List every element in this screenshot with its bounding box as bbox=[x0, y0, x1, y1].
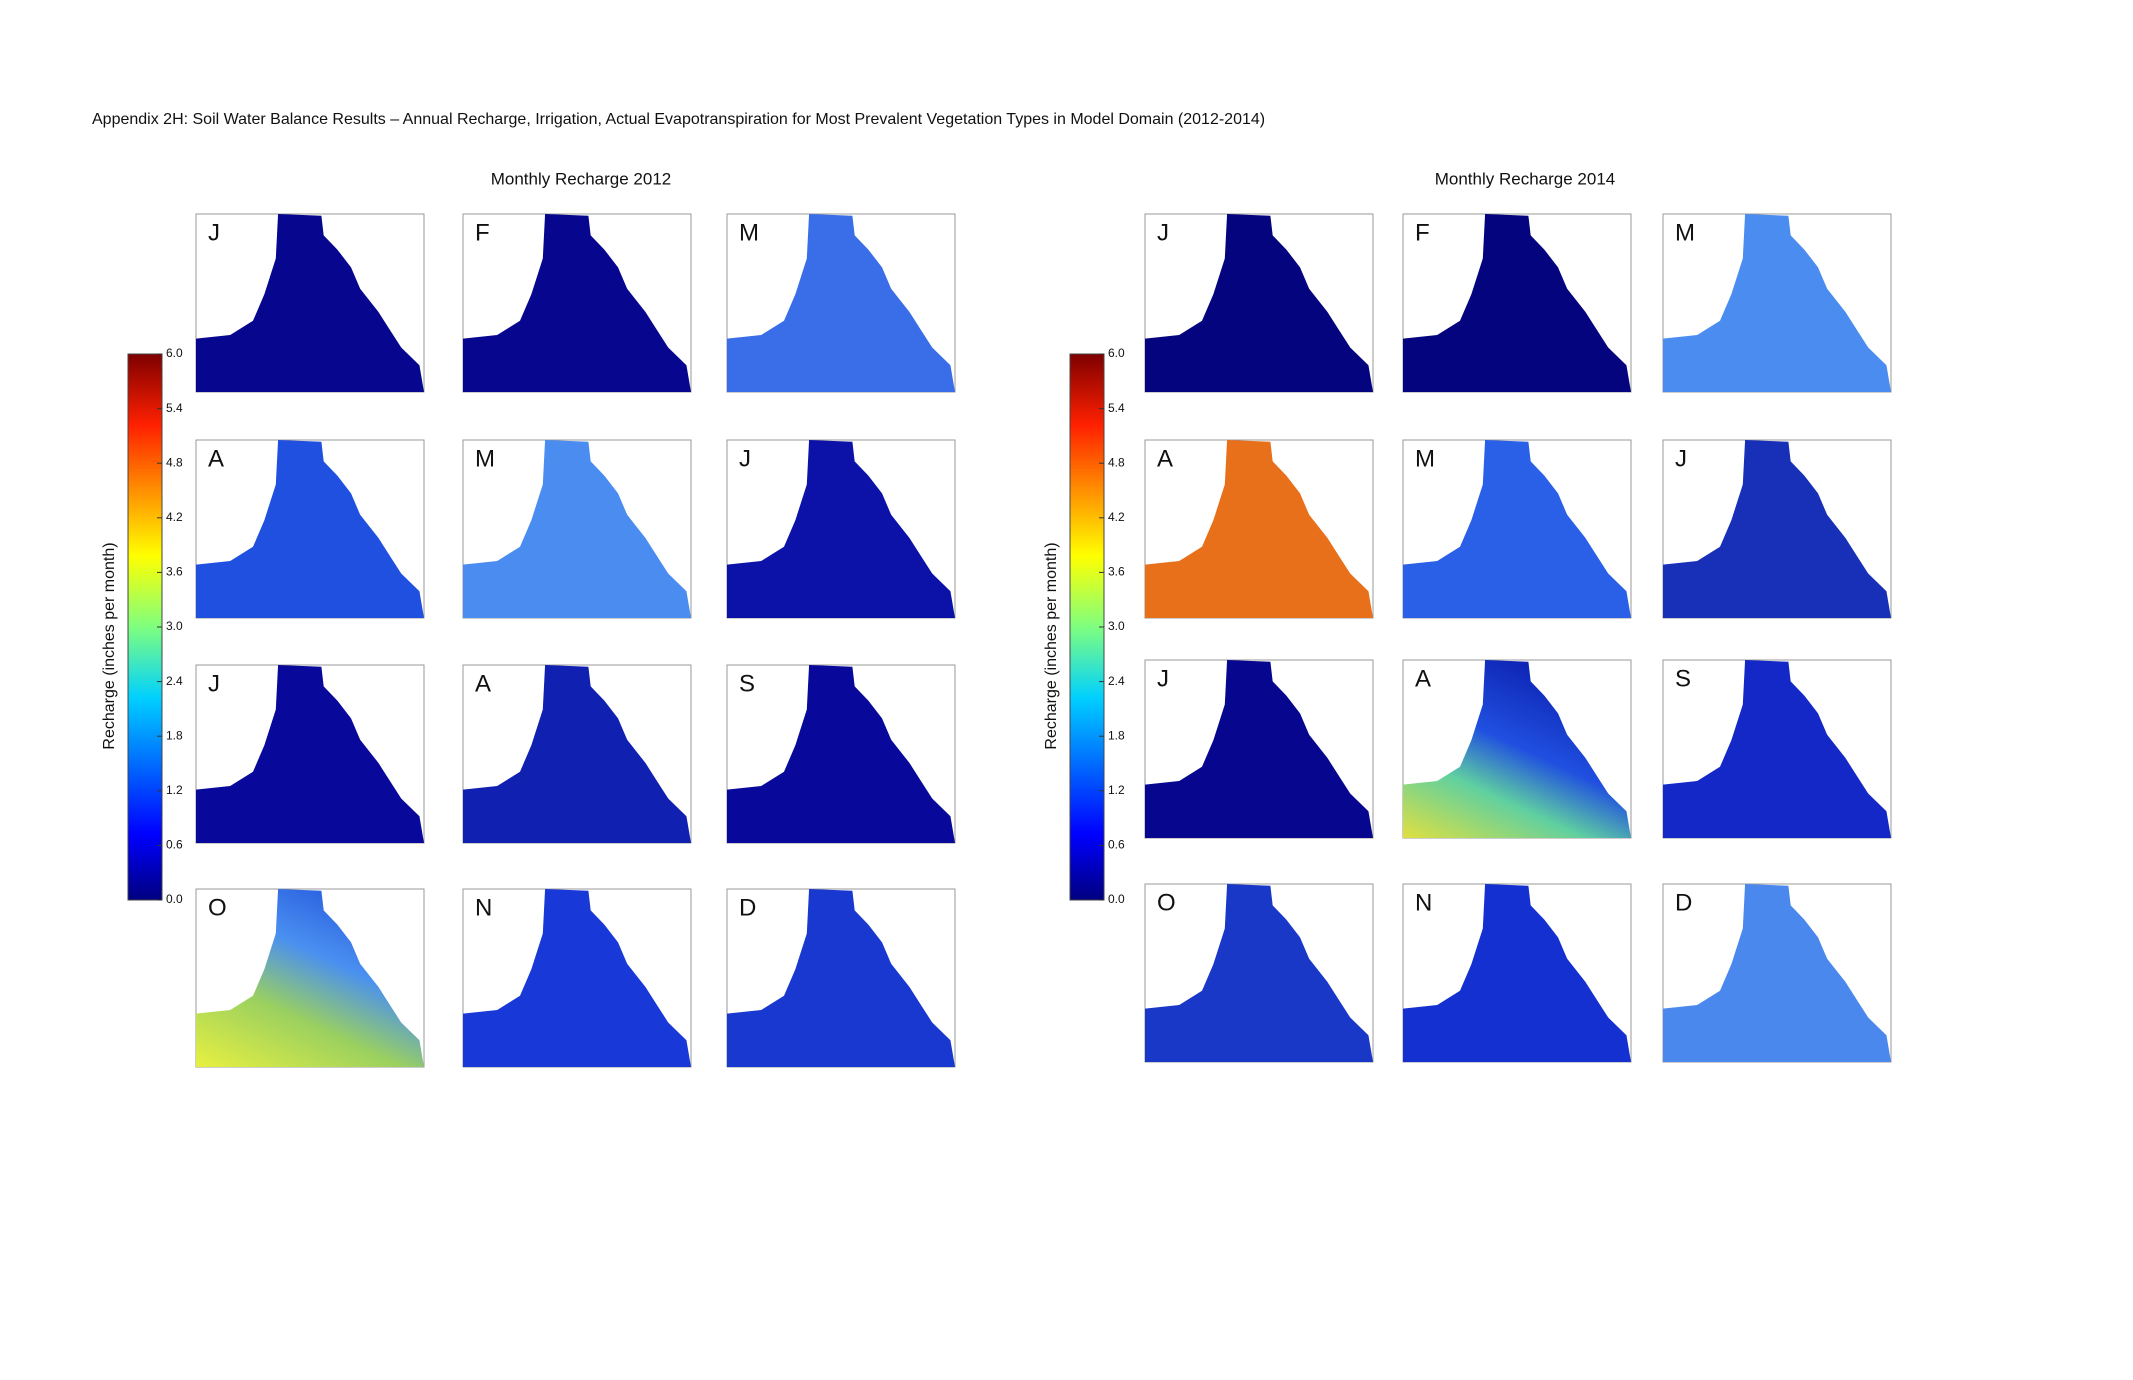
panel-letter: J bbox=[1157, 219, 1169, 246]
colorbar-tick-label: 2.4 bbox=[166, 674, 183, 688]
panel-letter: J bbox=[1675, 445, 1687, 472]
colorbar-tick-label: 3.6 bbox=[166, 565, 183, 579]
colorbar-tick-label: 1.8 bbox=[166, 728, 183, 742]
map-area bbox=[1663, 440, 1891, 618]
colorbar-tick-label: 4.8 bbox=[1108, 455, 1125, 469]
map-area bbox=[1663, 214, 1891, 392]
panel-letter: D bbox=[1675, 889, 1692, 916]
map-area bbox=[196, 665, 424, 843]
panel-letter: F bbox=[1415, 219, 1430, 246]
colorbar-tick-label: 3.0 bbox=[166, 619, 183, 633]
colorbar-tick-label: 0.0 bbox=[166, 892, 183, 906]
colorbar-tick-label: 0.0 bbox=[1108, 892, 1125, 906]
panel-letter: D bbox=[739, 894, 756, 921]
group-heading: Monthly Recharge 2012 bbox=[491, 169, 672, 188]
panel-letter: M bbox=[1415, 445, 1435, 472]
map-area bbox=[1403, 440, 1631, 618]
colorbar-tick-label: 4.8 bbox=[166, 455, 183, 469]
panel-letter: N bbox=[1415, 889, 1432, 916]
colorbar bbox=[1069, 353, 1105, 901]
colorbar-tick-label: 1.2 bbox=[166, 783, 183, 797]
map-area bbox=[727, 214, 955, 392]
map-area bbox=[1663, 660, 1891, 838]
map-area bbox=[1145, 214, 1373, 392]
colorbar bbox=[127, 353, 163, 901]
colorbar-tick-label: 3.6 bbox=[1108, 565, 1125, 579]
map-area bbox=[727, 665, 955, 843]
panel-letter: A bbox=[208, 445, 224, 472]
panel-letter: A bbox=[475, 670, 491, 697]
colorbar-tick-label: 0.6 bbox=[166, 838, 183, 852]
map-area bbox=[196, 440, 424, 618]
panel-letter: M bbox=[475, 445, 495, 472]
group-heading: Monthly Recharge 2014 bbox=[1435, 169, 1616, 188]
panel-letter: F bbox=[475, 219, 490, 246]
colorbar-label: Recharge (inches per month) bbox=[101, 542, 118, 749]
colorbar-tick-label: 5.4 bbox=[1108, 401, 1125, 415]
panel-letter: O bbox=[1157, 889, 1176, 916]
map-area bbox=[196, 214, 424, 392]
panel-letter: O bbox=[208, 894, 227, 921]
colorbar-tick-label: 4.2 bbox=[166, 510, 183, 524]
panel-letter: A bbox=[1157, 445, 1173, 472]
colorbar-tick-label: 0.6 bbox=[1108, 838, 1125, 852]
panel-letter: A bbox=[1415, 665, 1431, 692]
panel-letter: S bbox=[739, 670, 755, 697]
map-area bbox=[1145, 440, 1373, 618]
colorbar-tick-label: 5.4 bbox=[166, 401, 183, 415]
colorbar-label: Recharge (inches per month) bbox=[1043, 542, 1060, 749]
map-area bbox=[463, 889, 691, 1067]
map-area bbox=[463, 214, 691, 392]
map-area bbox=[1145, 660, 1373, 838]
panel-letter: J bbox=[208, 219, 220, 246]
colorbar-tick-label: 6.0 bbox=[1108, 346, 1125, 360]
colorbar-tick-label: 2.4 bbox=[1108, 674, 1125, 688]
map-area bbox=[1663, 884, 1891, 1062]
panel-letter: M bbox=[739, 219, 759, 246]
map-area bbox=[463, 665, 691, 843]
colorbar-tick-label: 1.2 bbox=[1108, 783, 1125, 797]
panel-letter: J bbox=[1157, 665, 1169, 692]
colorbar-tick-label: 6.0 bbox=[166, 346, 183, 360]
map-area bbox=[727, 889, 955, 1067]
panel-letter: J bbox=[739, 445, 751, 472]
colorbar-tick-label: 3.0 bbox=[1108, 619, 1125, 633]
map-area bbox=[1145, 884, 1373, 1062]
panel-letter: M bbox=[1675, 219, 1695, 246]
map-area bbox=[463, 440, 691, 618]
colorbar-tick-label: 4.2 bbox=[1108, 510, 1125, 524]
panel-letter: J bbox=[208, 670, 220, 697]
panel-letter: N bbox=[475, 894, 492, 921]
map-area bbox=[1403, 884, 1631, 1062]
map-area bbox=[1403, 660, 1631, 838]
page-title: Appendix 2H: Soil Water Balance Results … bbox=[92, 111, 1265, 128]
map-area bbox=[727, 440, 955, 618]
map-area bbox=[1403, 214, 1631, 392]
colorbar-tick-label: 1.8 bbox=[1108, 728, 1125, 742]
map-area bbox=[196, 889, 424, 1067]
panel-letter: S bbox=[1675, 665, 1691, 692]
